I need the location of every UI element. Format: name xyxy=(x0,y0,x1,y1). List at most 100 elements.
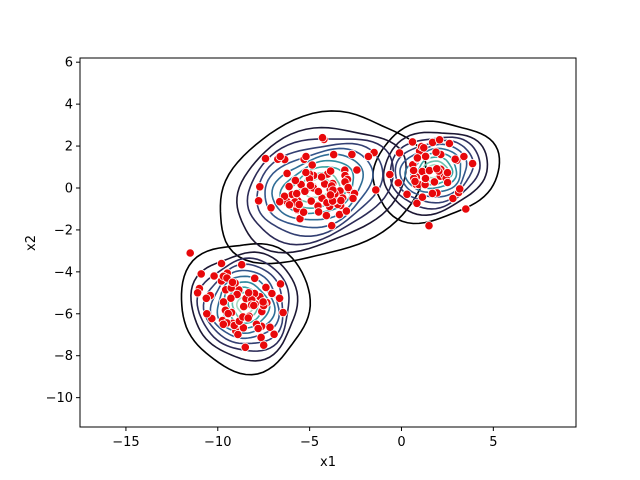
scatter-point xyxy=(216,258,227,269)
scatter-point xyxy=(249,300,259,311)
scatter-point xyxy=(284,182,294,192)
contour-line xyxy=(404,147,462,194)
scatter-point xyxy=(300,186,310,196)
scatter-point xyxy=(417,192,427,202)
scatter-point xyxy=(255,182,265,192)
scatter-point xyxy=(282,168,292,178)
scatter-point xyxy=(347,149,357,159)
contour-line xyxy=(219,110,427,265)
scatter-point xyxy=(419,143,429,153)
scatter-point xyxy=(448,193,458,204)
scatter-point xyxy=(385,169,395,180)
scatter-point xyxy=(420,151,431,161)
scatter-point xyxy=(261,282,271,292)
y-tick-label: −10 xyxy=(46,391,73,406)
x-axis-ticks: −15 −10 −5 0 5 xyxy=(112,427,497,450)
scatter-point xyxy=(313,207,324,217)
scatter-point xyxy=(316,172,327,182)
scatter-point xyxy=(343,183,353,193)
scatter-point xyxy=(274,293,285,303)
scatter-point xyxy=(429,177,439,187)
scatter-point xyxy=(317,133,328,143)
x-axis-label: x1 xyxy=(320,455,336,470)
scatter-point xyxy=(336,196,346,206)
scatter-point xyxy=(259,340,269,350)
scatter-point xyxy=(402,189,412,199)
scatter-point xyxy=(275,151,285,162)
scatter-point xyxy=(226,293,236,303)
scatter-point xyxy=(455,184,465,194)
scatter-point xyxy=(432,164,442,174)
scatter-point xyxy=(254,196,264,206)
scatter-point xyxy=(420,173,431,184)
scatter-point xyxy=(244,288,254,298)
contour-line xyxy=(382,131,489,217)
scatter-point xyxy=(412,153,422,163)
scatter-point xyxy=(278,307,288,318)
scatter-point xyxy=(256,332,266,342)
scatter-point xyxy=(412,198,422,208)
scatter-point xyxy=(238,323,248,333)
scatter-point xyxy=(294,200,304,210)
scatter-point xyxy=(301,151,311,162)
scatter-point xyxy=(434,135,445,145)
scatter-point xyxy=(407,137,418,147)
scatter-point xyxy=(227,277,238,287)
scatter-point xyxy=(253,323,263,334)
scatter-point xyxy=(267,288,277,299)
scatter-point xyxy=(239,301,249,312)
y-axis-ticks: −10 −8 −6 −4 −2 0 2 4 6 xyxy=(46,56,80,406)
contour-line xyxy=(216,275,276,335)
scatter-point xyxy=(424,166,434,176)
y-tick-label: −6 xyxy=(54,307,73,322)
scatter-point xyxy=(243,313,253,323)
scatter-point xyxy=(427,188,437,198)
scatter-point xyxy=(352,165,362,175)
contour-line xyxy=(190,251,299,362)
scatter-point xyxy=(240,342,250,352)
x-tick-label: −15 xyxy=(112,435,139,450)
y-tick-label: 6 xyxy=(65,56,73,71)
scatter-point xyxy=(250,273,260,283)
contour-line xyxy=(180,242,312,376)
y-tick-label: 4 xyxy=(65,98,73,113)
y-tick-label: 2 xyxy=(65,140,73,155)
scatter-point xyxy=(450,154,460,164)
scatter-point xyxy=(371,185,381,195)
scatter-point xyxy=(329,150,339,160)
scatter-point xyxy=(292,189,302,199)
scatter-point xyxy=(196,269,206,279)
scatter-point xyxy=(394,148,405,158)
scatter-point xyxy=(306,196,316,206)
scatter-point xyxy=(321,211,331,221)
scatter-point xyxy=(325,166,336,176)
scatter-point xyxy=(301,167,311,178)
scatter-point xyxy=(202,309,212,319)
contour-line xyxy=(202,263,284,345)
y-tick-label: −4 xyxy=(54,265,73,280)
scatter-point xyxy=(307,160,317,170)
scatter-point xyxy=(467,159,478,169)
scatter-point xyxy=(275,197,285,207)
y-axis-label: x2 xyxy=(24,235,39,251)
scatter-point xyxy=(201,293,211,303)
scatter-point xyxy=(363,151,373,162)
scatter-point xyxy=(313,186,323,197)
contour-line xyxy=(236,126,407,254)
scatter-points xyxy=(185,133,478,352)
scatter-point xyxy=(209,271,219,281)
y-tick-label: 0 xyxy=(65,181,73,196)
scatter-point xyxy=(393,178,403,188)
scatter-point xyxy=(233,329,243,340)
scatter-point xyxy=(461,204,471,214)
scatter-point xyxy=(266,203,276,213)
scatter-point xyxy=(327,221,337,231)
x-tick-label: 0 xyxy=(397,435,405,450)
scatter-point xyxy=(431,147,441,157)
scatter-point xyxy=(237,260,247,270)
scatter-point xyxy=(223,308,233,319)
y-tick-label: −8 xyxy=(54,349,73,364)
scatter-point xyxy=(298,207,309,217)
scatter-point xyxy=(218,297,229,307)
scatter-point xyxy=(185,248,195,258)
